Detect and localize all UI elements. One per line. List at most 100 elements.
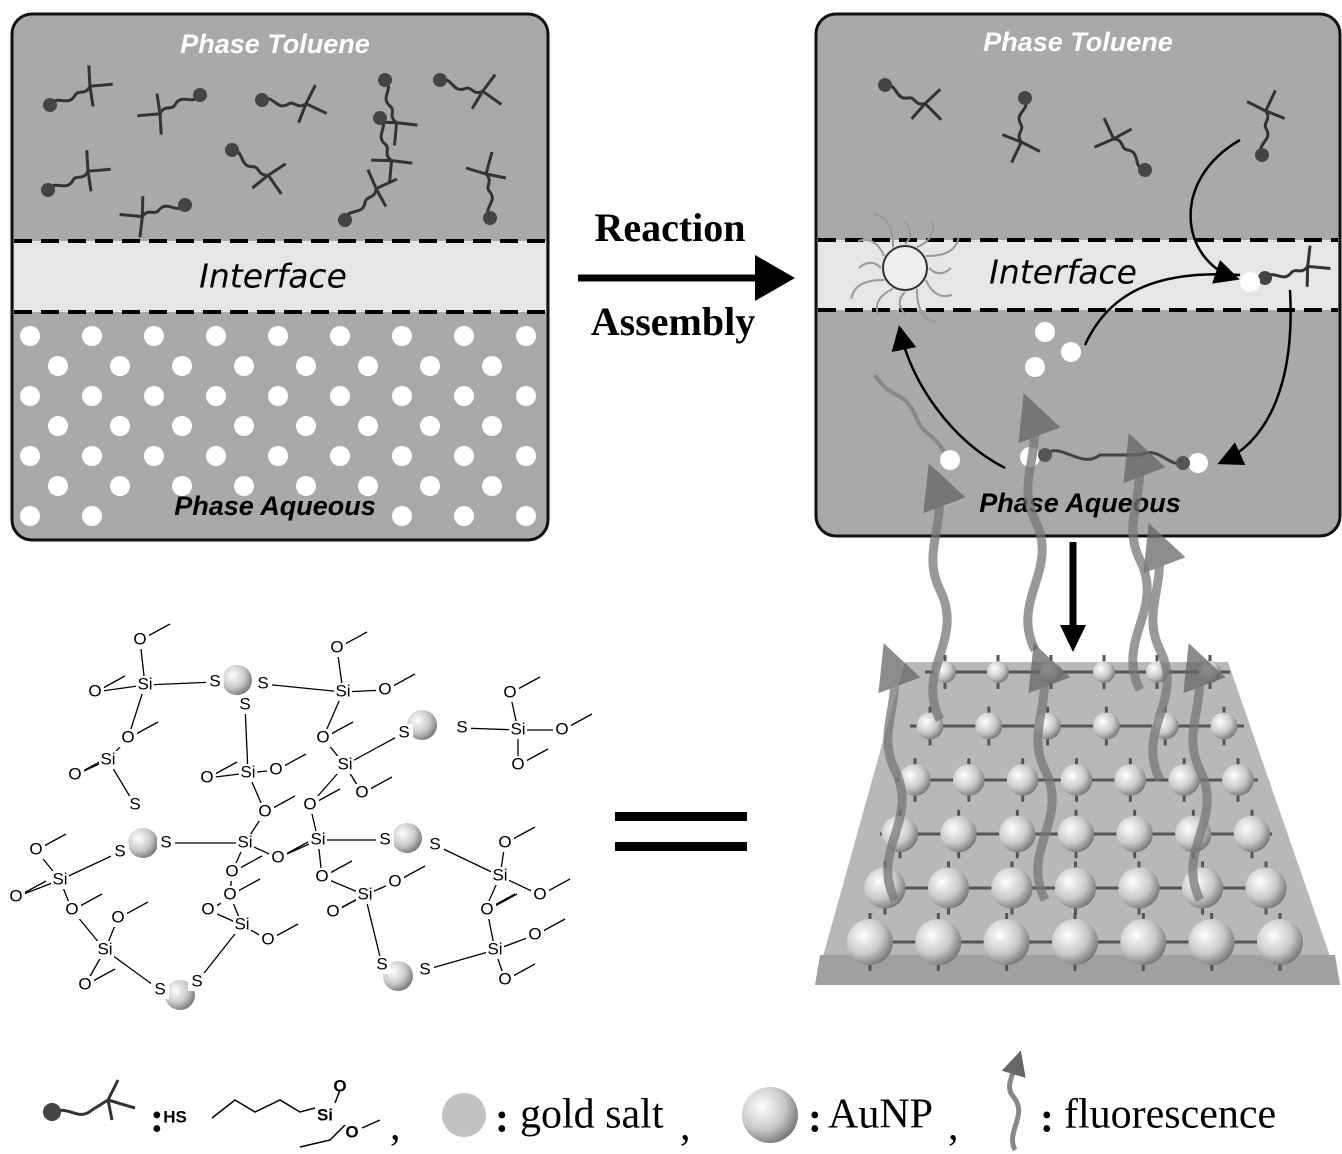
gold-salt: [392, 446, 412, 466]
aunp: [1093, 661, 1115, 683]
aunp: [991, 867, 1032, 908]
aunp: [975, 713, 1002, 740]
atom-label: O: [200, 767, 213, 786]
aunp: [1093, 713, 1120, 740]
gold-salt: [82, 326, 102, 346]
gold-salt: [20, 386, 40, 406]
atom-label: Si: [240, 762, 255, 781]
legend-text: O: [333, 1076, 346, 1095]
gold-salt: [268, 446, 288, 466]
aunp: [1120, 919, 1166, 965]
atom-label: O: [78, 974, 91, 993]
aunp: [915, 919, 961, 965]
methyl: [518, 677, 540, 689]
atom-label: S: [191, 971, 202, 990]
aunp: [392, 823, 422, 853]
methyl: [548, 879, 570, 891]
gold-salt: [268, 326, 288, 346]
gold-salt: [516, 506, 536, 526]
gold-salt: [392, 386, 412, 406]
gold-salt: [330, 326, 350, 346]
atom-label: S: [429, 834, 440, 853]
atom-label: O: [261, 929, 274, 948]
aunp: [1007, 764, 1039, 796]
gold-salt: [82, 386, 102, 406]
gold-salt: [482, 356, 502, 376]
gold-salt: [392, 326, 412, 346]
aunp: [847, 919, 893, 965]
atom-label: O: [330, 637, 343, 656]
interface-label: Interface: [989, 253, 1137, 292]
atom-label: Si: [337, 754, 352, 773]
methyl: [526, 749, 548, 761]
aunp: [1245, 867, 1286, 908]
methyl: [126, 902, 148, 914]
aunp: [1116, 816, 1152, 852]
aunp: [1234, 816, 1270, 852]
methyl: [103, 676, 125, 688]
gold-salt: [206, 386, 226, 406]
gold-salt: [516, 386, 536, 406]
atom-label: O: [9, 886, 22, 905]
gold-salt: [454, 386, 474, 406]
interface-label: Interface: [199, 257, 347, 296]
atom-label: Si: [492, 865, 507, 884]
gold-salt: [420, 416, 440, 436]
methyl: [238, 879, 260, 891]
bond: [425, 950, 495, 970]
atom-label: O: [315, 866, 328, 885]
legend-text: ,: [680, 1104, 691, 1150]
atom-label: O: [269, 759, 282, 778]
aunp: [999, 816, 1035, 852]
atom-label: O: [480, 899, 493, 918]
atom-label: S: [160, 832, 171, 851]
gold-salt: [482, 416, 502, 436]
atom-label: S: [456, 717, 467, 736]
atom-label: O: [388, 871, 401, 890]
gold-salt: [144, 386, 164, 406]
atom-label: Si: [137, 674, 152, 693]
gold-salt: [20, 326, 40, 346]
atom-label: Si: [357, 884, 372, 903]
atom-label: Si: [335, 681, 350, 700]
atom-label: O: [555, 719, 568, 738]
atom-label: S: [239, 694, 250, 713]
gold-salt: [454, 446, 474, 466]
methyl: [240, 856, 262, 868]
phase-label: Phase Toluene: [983, 27, 1173, 57]
atom-label: Si: [510, 719, 525, 738]
methyl: [403, 866, 425, 878]
gold-salt: [48, 476, 68, 496]
atom-label: S: [376, 954, 387, 973]
methyl: [370, 777, 392, 789]
methyl: [148, 624, 170, 636]
atom-label: S: [419, 959, 430, 978]
methyl: [273, 796, 295, 808]
methyl: [136, 722, 158, 734]
atom-label: O: [223, 884, 236, 903]
methyl: [44, 834, 66, 846]
aunp: [1061, 764, 1093, 796]
aunp: [222, 665, 252, 695]
legend-text: :: [150, 1096, 164, 1142]
atom-label: O: [355, 782, 368, 801]
methyl: [393, 674, 415, 686]
aunp: [1211, 713, 1238, 740]
reaction-arrow: Reaction Assembly: [578, 205, 795, 344]
gold-salt: [516, 446, 536, 466]
atom-label: Si: [310, 829, 325, 848]
methyl: [276, 924, 298, 936]
gold-salt: [234, 356, 254, 376]
aunp: [1058, 816, 1094, 852]
panel-right: Phase Toluene Interface Phase Aqueous: [816, 14, 1340, 536]
atom-label: O: [258, 801, 271, 820]
atom-label: O: [68, 764, 81, 783]
atom-label: O: [511, 754, 524, 773]
aunp: [1257, 919, 1303, 965]
atom-label: S: [129, 794, 140, 813]
network: SiOOOSSSiOOOSSiOOOSiOSSSiSOOSiOSiOSSSiOO…: [7, 624, 592, 1010]
aunp: [1189, 919, 1235, 965]
bond: [263, 684, 343, 692]
gold-salt: [206, 326, 226, 346]
gold-salt: [172, 356, 192, 376]
